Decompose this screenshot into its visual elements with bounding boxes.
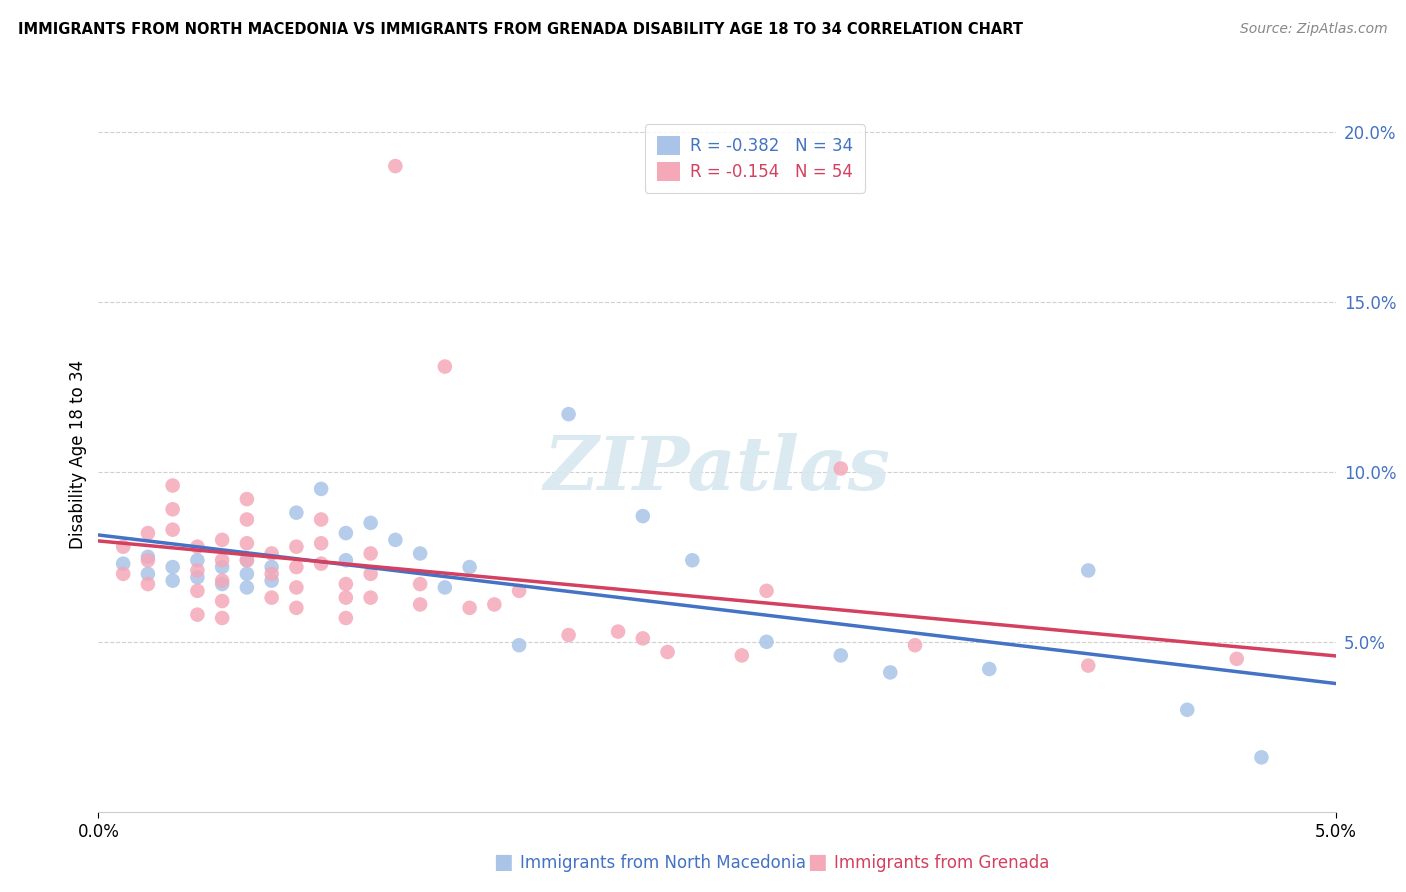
Point xyxy=(360,516,382,530)
Point xyxy=(260,560,283,574)
Point xyxy=(830,648,852,663)
Text: Immigrants from North Macedonia: Immigrants from North Macedonia xyxy=(520,855,806,872)
Point xyxy=(1226,652,1249,666)
Point xyxy=(409,577,432,591)
Point xyxy=(309,536,332,550)
Point xyxy=(979,662,1001,676)
Point xyxy=(335,553,357,567)
Point xyxy=(162,560,184,574)
Point xyxy=(162,478,184,492)
Point xyxy=(484,598,506,612)
Point xyxy=(1250,750,1272,764)
Point xyxy=(1175,703,1198,717)
Point xyxy=(162,523,184,537)
Point xyxy=(755,583,778,598)
Point xyxy=(112,557,135,571)
Point xyxy=(508,638,530,652)
Point xyxy=(1077,658,1099,673)
Point xyxy=(681,553,703,567)
Point xyxy=(433,359,456,374)
Point xyxy=(236,536,259,550)
Point xyxy=(211,577,233,591)
Point xyxy=(335,577,357,591)
Point xyxy=(508,583,530,598)
Point xyxy=(458,560,481,574)
Point xyxy=(136,566,159,581)
Point xyxy=(186,540,208,554)
Point xyxy=(112,566,135,581)
Point xyxy=(360,591,382,605)
Point xyxy=(162,574,184,588)
Point xyxy=(136,553,159,567)
Point xyxy=(211,594,233,608)
Point xyxy=(607,624,630,639)
Point xyxy=(409,598,432,612)
Point xyxy=(211,560,233,574)
Point xyxy=(260,574,283,588)
Text: Source: ZipAtlas.com: Source: ZipAtlas.com xyxy=(1240,22,1388,37)
Point xyxy=(557,628,579,642)
Y-axis label: Disability Age 18 to 34: Disability Age 18 to 34 xyxy=(69,360,87,549)
Point xyxy=(1077,564,1099,578)
Point xyxy=(236,566,259,581)
Point xyxy=(309,512,332,526)
Point xyxy=(731,648,754,663)
Point xyxy=(830,461,852,475)
Point xyxy=(335,526,357,541)
Point xyxy=(433,581,456,595)
Point xyxy=(136,577,159,591)
Point xyxy=(162,502,184,516)
Legend: R = -0.382   N = 34, R = -0.154   N = 54: R = -0.382 N = 34, R = -0.154 N = 54 xyxy=(645,124,865,193)
Point xyxy=(236,512,259,526)
Point xyxy=(335,591,357,605)
Point xyxy=(458,600,481,615)
Point xyxy=(236,581,259,595)
Point xyxy=(409,546,432,560)
Text: Immigrants from Grenada: Immigrants from Grenada xyxy=(834,855,1049,872)
Point xyxy=(384,159,406,173)
Point xyxy=(211,611,233,625)
Point xyxy=(285,540,308,554)
Point xyxy=(360,546,382,560)
Point xyxy=(285,581,308,595)
Point xyxy=(879,665,901,680)
Point xyxy=(186,564,208,578)
Text: ■: ■ xyxy=(807,853,827,872)
Point xyxy=(755,635,778,649)
Point xyxy=(186,553,208,567)
Point xyxy=(136,526,159,541)
Point xyxy=(360,566,382,581)
Point xyxy=(211,553,233,567)
Point xyxy=(211,533,233,547)
Point xyxy=(657,645,679,659)
Point xyxy=(904,638,927,652)
Point xyxy=(186,607,208,622)
Point xyxy=(309,482,332,496)
Text: IMMIGRANTS FROM NORTH MACEDONIA VS IMMIGRANTS FROM GRENADA DISABILITY AGE 18 TO : IMMIGRANTS FROM NORTH MACEDONIA VS IMMIG… xyxy=(18,22,1024,37)
Point xyxy=(557,407,579,421)
Point xyxy=(236,553,259,567)
Point xyxy=(186,570,208,584)
Point xyxy=(236,553,259,567)
Text: ZIPatlas: ZIPatlas xyxy=(544,433,890,506)
Point xyxy=(136,549,159,564)
Point xyxy=(285,506,308,520)
Point xyxy=(236,492,259,507)
Point xyxy=(260,566,283,581)
Point xyxy=(186,583,208,598)
Point xyxy=(260,591,283,605)
Point xyxy=(260,546,283,560)
Point xyxy=(384,533,406,547)
Point xyxy=(631,632,654,646)
Point xyxy=(112,540,135,554)
Point xyxy=(285,600,308,615)
Text: ■: ■ xyxy=(494,853,513,872)
Point xyxy=(631,509,654,524)
Point xyxy=(285,560,308,574)
Point xyxy=(211,574,233,588)
Point xyxy=(309,557,332,571)
Point xyxy=(335,611,357,625)
